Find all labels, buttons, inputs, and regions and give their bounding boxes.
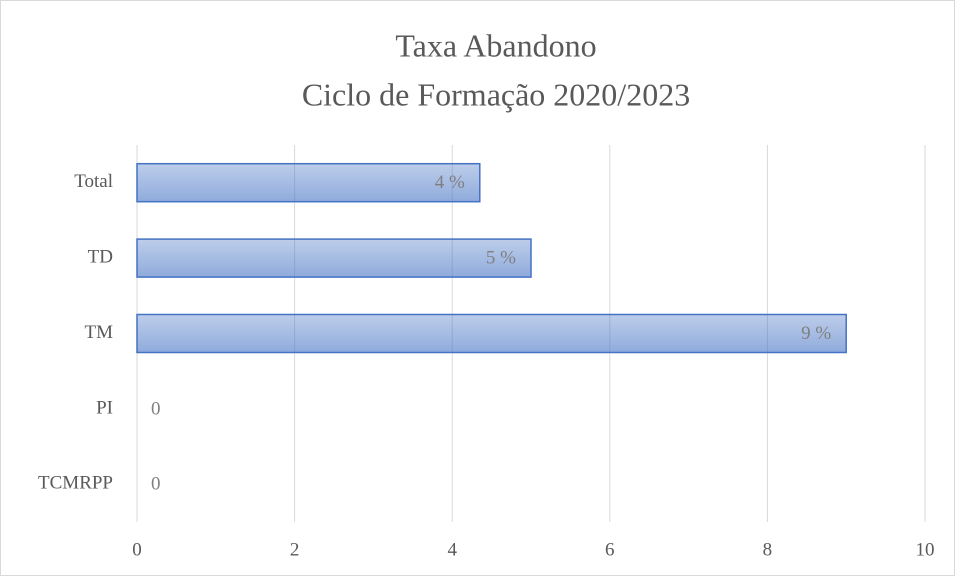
data-label: 5 % xyxy=(486,247,516,268)
data-label: 0 xyxy=(151,474,161,495)
x-tick-label: 4 xyxy=(447,539,457,560)
chart-title: Ciclo de Formação 2020/2023 xyxy=(302,76,690,112)
y-tick-label: TCMRPP xyxy=(38,473,113,494)
y-tick-label: TM xyxy=(85,322,114,343)
x-tick-label: 2 xyxy=(290,539,300,560)
bar xyxy=(136,162,481,203)
x-tick-label: 0 xyxy=(132,539,142,560)
chart-title: Taxa Abandono xyxy=(395,27,596,63)
bar xyxy=(136,313,847,354)
x-tick-label: 8 xyxy=(763,539,773,560)
x-tick-label: 10 xyxy=(916,539,935,560)
data-label: 9 % xyxy=(801,323,831,344)
data-label: 4 % xyxy=(435,172,465,193)
y-tick-label: Total xyxy=(74,171,113,192)
y-tick-label: TD xyxy=(88,246,113,267)
bar xyxy=(136,238,532,278)
y-tick-label: PI xyxy=(96,397,113,418)
x-tick-label: 6 xyxy=(605,539,615,560)
data-label: 0 xyxy=(151,398,161,419)
